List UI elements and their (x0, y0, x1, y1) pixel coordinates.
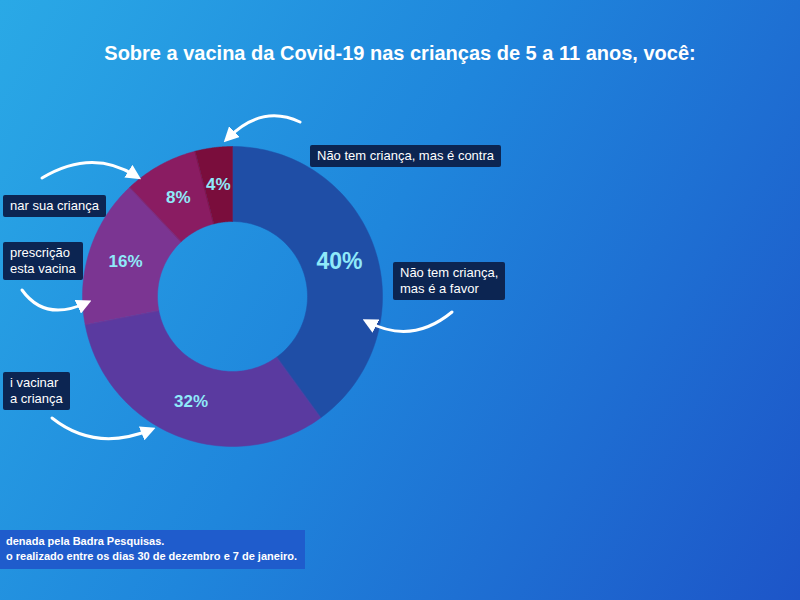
svg-text:16%: 16% (108, 252, 142, 271)
html-text:denada pela Badra Pesquisas. o: denada pela Badra Pesquisas. o realizado… (6, 535, 297, 562)
html-text:Não tem criança, mas é contra: Não tem criança, mas é contra (317, 148, 494, 163)
html-text:Sobre a vacina da Covid-19 nas: Sobre a vacina da Covid-19 nas crianças … (104, 42, 696, 64)
html-text:prescrição esta vacina: prescrição esta vacina (10, 245, 76, 276)
svg-text:4%: 4% (206, 175, 231, 194)
svg-text:32%: 32% (174, 392, 208, 411)
svg-text:40%: 40% (316, 248, 362, 274)
html-text:nar sua criança: nar sua criança (10, 198, 99, 213)
svg-text:8%: 8% (166, 188, 191, 207)
html-text:Não tem criança, mas é a favor: Não tem criança, mas é a favor (400, 265, 499, 296)
html-text:i vacinar a criança: i vacinar a criança (10, 375, 63, 406)
